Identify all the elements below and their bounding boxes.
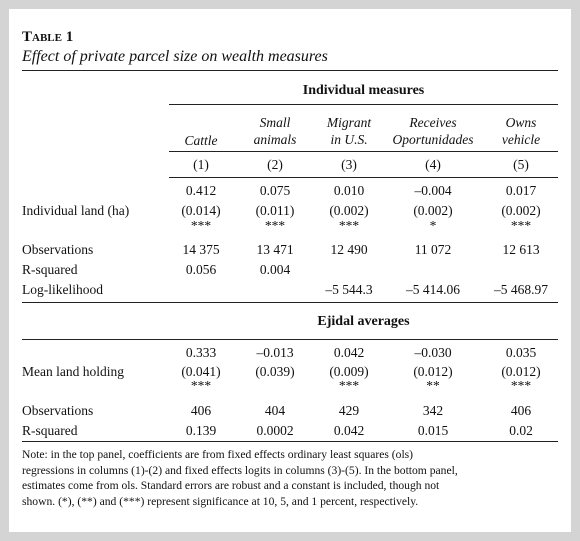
table-cell: 12 613: [502, 242, 540, 257]
table-cell: (0.014): [181, 203, 221, 218]
rule: [22, 339, 558, 340]
table-cell: 13 471: [256, 242, 294, 257]
table-cell: 0.004: [259, 262, 291, 277]
table-cell: 342: [422, 403, 444, 418]
row-label: Observations: [22, 403, 94, 418]
table-cell: 14 375: [182, 242, 220, 257]
rule: [169, 104, 558, 105]
table-cell: 0.042: [333, 345, 365, 360]
rule: [22, 441, 558, 442]
table-cell: 12 490: [330, 242, 368, 257]
row-label: Observations: [22, 242, 94, 257]
row-label: R-squared: [22, 262, 78, 277]
significance-stars: ***: [264, 218, 286, 233]
table-cell: 11 072: [414, 242, 452, 257]
column-number: (1): [193, 157, 209, 172]
column-header: Receives: [409, 115, 457, 130]
column-header: Cattle: [184, 133, 218, 148]
table-cell: 0.010: [333, 183, 365, 198]
row-label: Mean land holding: [22, 364, 124, 379]
note-line: regressions in columns (1)-(2) and fixed…: [22, 463, 458, 477]
significance-stars: ***: [338, 378, 360, 393]
significance-stars: ***: [338, 218, 360, 233]
significance-stars: ***: [510, 218, 532, 233]
note-line: Note: in the top panel, coefficients are…: [22, 448, 414, 461]
significance-stars: ***: [190, 218, 212, 233]
column-header: Small: [259, 115, 291, 130]
table-cell: (0.041): [181, 364, 221, 379]
table-cell: 0.017: [505, 183, 537, 198]
table-cell: –0.013: [256, 345, 294, 360]
table-cell: 0.412: [185, 183, 217, 198]
significance-stars: ***: [510, 378, 532, 393]
table-cell: (0.009): [329, 364, 369, 379]
column-header: in U.S.: [330, 132, 368, 147]
table-cell: (0.011): [255, 203, 295, 218]
table-cell: 0.139: [185, 423, 217, 438]
table-cell: (0.002): [329, 203, 369, 218]
note-line: estimates come from ols. Standard errors…: [22, 479, 440, 492]
table-cell: 0.042: [333, 423, 365, 438]
rule: [169, 177, 558, 178]
rule: [169, 151, 558, 152]
table-cell: 429: [338, 403, 360, 418]
table-cell: 0.0002: [256, 423, 294, 438]
column-header: animals: [253, 132, 297, 147]
table-cell: 0.333: [185, 345, 217, 360]
table-cell: 406: [190, 403, 212, 418]
table-cell: 0.056: [185, 262, 217, 277]
column-number: (5): [513, 157, 529, 172]
rule: [22, 70, 558, 71]
table-label: Table 1: [22, 29, 74, 45]
table-cell: (0.002): [501, 203, 541, 218]
table-cell: 404: [264, 403, 286, 418]
row-label: R-squared: [22, 423, 78, 438]
table-cell: –0.030: [414, 345, 452, 360]
table-cell: (0.002): [413, 203, 453, 218]
column-number: (4): [425, 157, 441, 172]
column-header: Migrant: [326, 115, 372, 130]
row-label: Log-likelihood: [22, 282, 103, 297]
table-cell: 0.02: [509, 423, 533, 438]
table-cell: 0.075: [259, 183, 291, 198]
table-cell: (0.039): [255, 364, 295, 379]
table-cell: –5 414.06: [406, 282, 460, 297]
table-cell: (0.012): [413, 364, 453, 379]
significance-stars: ***: [190, 378, 212, 393]
column-number: (2): [267, 157, 283, 172]
table-cell: –5 544.3: [325, 282, 373, 297]
rule: [22, 302, 558, 303]
column-header: Oportunidades: [392, 132, 474, 147]
note-line: shown. (*), (**) and (***) represent sig…: [22, 494, 419, 508]
table-cell: 406: [510, 403, 532, 418]
panel-heading: Ejidal averages: [317, 314, 410, 329]
column-header: vehicle: [501, 132, 541, 147]
significance-stars: **: [426, 378, 440, 393]
significance-stars: *: [429, 218, 437, 233]
table-cell: –0.004: [414, 183, 452, 198]
table-cell: 0.015: [417, 423, 449, 438]
panel-heading: Individual measures: [302, 83, 425, 98]
table-cell: 0.035: [505, 345, 537, 360]
table-card: Table 1 Effect of private parcel size on…: [9, 9, 571, 532]
table-cell: (0.012): [501, 364, 541, 379]
table-cell: –5 468.97: [494, 282, 548, 297]
row-label: Individual land (ha): [22, 203, 130, 218]
column-number: (3): [341, 157, 357, 172]
column-header: Owns: [505, 115, 537, 130]
table-title: Effect of private parcel size on wealth …: [22, 48, 328, 65]
